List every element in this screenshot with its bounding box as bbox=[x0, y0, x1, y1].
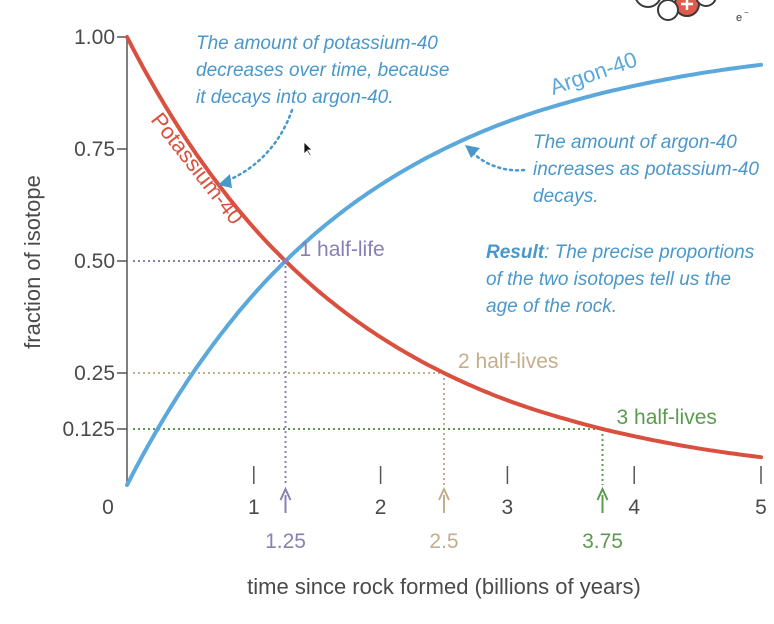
x-tick-label-3: 3 bbox=[502, 496, 514, 519]
potassium-arrowhead bbox=[218, 174, 232, 188]
half-life-arrowhead-2 bbox=[438, 486, 450, 501]
guide-lines bbox=[133, 260, 604, 485]
x-tick-label-0: 0 bbox=[102, 496, 114, 519]
result-text-1: : The precise proportions bbox=[544, 242, 755, 263]
result-bold: Result bbox=[486, 242, 545, 263]
series-label-potassium-40: Potassium-40 bbox=[146, 108, 249, 229]
argon-annotation-line-3: decays. bbox=[533, 186, 598, 207]
potassium-annotation-arrow bbox=[222, 108, 294, 184]
intersection-marker bbox=[282, 258, 289, 264]
series bbox=[125, 35, 763, 487]
labels: 1.25 1 half-life 2.5 2 half-lives 3.75 3 half… bbox=[146, 47, 717, 553]
half-life-label-1: 1 half-life bbox=[300, 238, 385, 261]
x-tick-label-4: 4 bbox=[628, 496, 640, 519]
half-life-time-label-2: 2.5 bbox=[429, 530, 458, 553]
half-life-arrowhead-1 bbox=[279, 486, 292, 501]
x-tick-label-1: 1 bbox=[248, 496, 260, 519]
y-tick-label-3: 0.25 bbox=[74, 362, 115, 385]
y-tick-label-1: 0.75 bbox=[74, 138, 115, 161]
series-line-potassium-40 bbox=[125, 35, 763, 460]
potassium-annotation-line-1: The amount of potassium-40 bbox=[196, 33, 438, 54]
series-line-argon-40 bbox=[125, 62, 763, 487]
svg-text:−: − bbox=[744, 8, 749, 17]
atom-illustration-fragment: e − bbox=[635, 0, 749, 24]
half-life-label-2: 2 half-lives bbox=[458, 350, 558, 373]
x-tick-label-2: 2 bbox=[375, 496, 387, 519]
result-annotation-line-2: of the two isotopes tell us the bbox=[486, 269, 731, 290]
axes: 1.00 0.75 0.50 0.25 0.125 0 1 2 3 4 5 bbox=[62, 26, 766, 519]
result-annotation-line-3: age of the rock. bbox=[486, 296, 617, 317]
y-tick-label-0: 1.00 bbox=[74, 26, 115, 49]
potassium-annotation: The amount of potassium-40 decreases ove… bbox=[196, 33, 449, 188]
argon-annotation-line-1: The amount of argon-40 bbox=[533, 132, 737, 153]
mouse-cursor bbox=[303, 141, 313, 157]
y-axis-title: fraction of isotope bbox=[20, 175, 45, 349]
y-tick-label-2: 0.50 bbox=[74, 250, 115, 273]
half-life-time-label-1: 1.25 bbox=[265, 530, 306, 553]
argon-annotation-arrow bbox=[470, 150, 526, 172]
potassium-annotation-line-3: it decays into argon-40. bbox=[196, 87, 394, 108]
argon-annotation-line-2: increases as potassium-40 bbox=[533, 159, 759, 180]
half-life-arrowhead-3 bbox=[596, 486, 609, 501]
half-life-time-label-3: 3.75 bbox=[582, 530, 623, 553]
svg-text:e: e bbox=[736, 12, 742, 24]
result-annotation-line-1: Result: The precise proportions bbox=[486, 242, 755, 263]
y-tick-label-4: 0.125 bbox=[62, 418, 115, 441]
result-annotation: Result: The precise proportions of the t… bbox=[486, 242, 755, 317]
argon-arrowhead bbox=[465, 145, 480, 158]
potassium-annotation-line-2: decreases over time, because bbox=[196, 60, 449, 81]
series-label-argon-40: Argon-40 bbox=[546, 47, 640, 100]
x-axis-title: time since rock formed (billions of year… bbox=[247, 574, 641, 599]
half-life-label-3: 3 half-lives bbox=[617, 406, 717, 429]
x-tick-label-5: 5 bbox=[755, 496, 767, 519]
argon-annotation: The amount of argon-40 increases as pota… bbox=[465, 132, 759, 207]
